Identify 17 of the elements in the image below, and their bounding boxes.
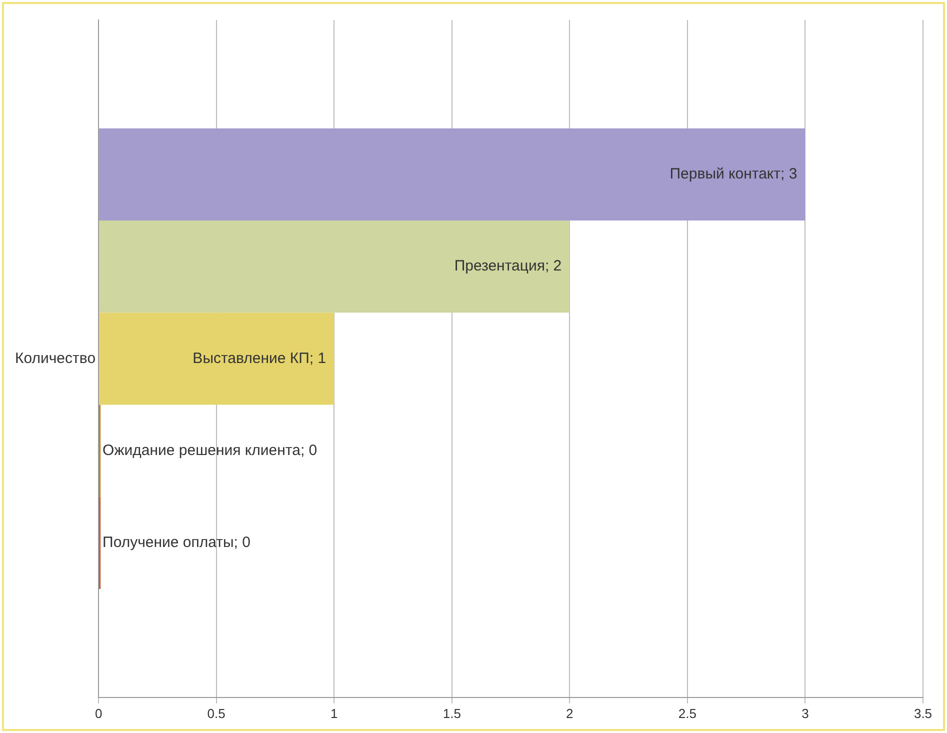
- bar: [99, 128, 806, 221]
- data-label: Получение оплаты; 0: [102, 534, 250, 552]
- data-label: Первый контакт; 3: [670, 166, 798, 183]
- x-tick-label: 1: [330, 706, 338, 721]
- data-label: Ожидание решения клиента; 0: [102, 442, 318, 459]
- y-tick-label: Количество: [14, 350, 96, 367]
- x-tick-label: 3.5: [914, 706, 932, 721]
- x-tick-label: 3: [802, 706, 809, 721]
- x-tick-label: 2.5: [678, 706, 696, 721]
- data-label: Презентация; 2: [454, 258, 562, 275]
- bar: [99, 220, 570, 313]
- data-label: Выставление КП; 1: [192, 350, 326, 367]
- bar: [99, 312, 334, 405]
- x-tick-label: 2: [566, 706, 574, 721]
- x-tick-label: 0: [94, 706, 102, 721]
- x-tick-label: 1.5: [442, 706, 461, 721]
- x-tick-label: 0.5: [207, 706, 226, 721]
